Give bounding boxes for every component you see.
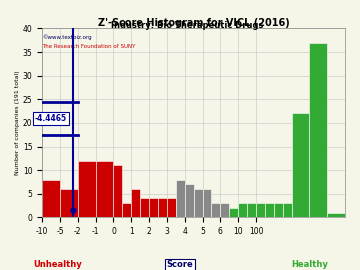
Bar xyxy=(327,213,345,217)
Bar xyxy=(167,198,176,217)
Bar xyxy=(185,184,194,217)
Bar xyxy=(78,161,96,217)
Bar xyxy=(247,203,256,217)
Bar xyxy=(149,198,158,217)
Text: The Research Foundation of SUNY: The Research Foundation of SUNY xyxy=(42,43,136,49)
Bar xyxy=(42,180,60,217)
Bar xyxy=(158,198,167,217)
Bar xyxy=(292,113,309,217)
Text: Score: Score xyxy=(167,260,193,269)
Text: ©www.textbiz.org: ©www.textbiz.org xyxy=(42,34,92,40)
Bar xyxy=(194,189,203,217)
Y-axis label: Number of companies (191 total): Number of companies (191 total) xyxy=(15,71,20,175)
Bar xyxy=(256,203,265,217)
Text: Healthy: Healthy xyxy=(291,260,328,269)
Text: -4.4465: -4.4465 xyxy=(35,114,67,123)
Bar xyxy=(211,203,220,217)
Bar xyxy=(309,43,327,217)
Bar xyxy=(274,203,283,217)
Bar xyxy=(229,208,238,217)
Bar xyxy=(122,203,131,217)
Bar xyxy=(265,203,274,217)
Title: Z'-Score Histogram for VICL (2016): Z'-Score Histogram for VICL (2016) xyxy=(98,18,289,28)
Text: Unhealthy: Unhealthy xyxy=(33,260,82,269)
Bar xyxy=(176,180,185,217)
Bar xyxy=(203,189,211,217)
Bar xyxy=(140,198,149,217)
Bar xyxy=(283,203,292,217)
Bar xyxy=(96,161,113,217)
Bar xyxy=(238,203,247,217)
Bar xyxy=(60,189,78,217)
Bar xyxy=(220,203,229,217)
Bar xyxy=(131,189,140,217)
Text: Industry: Bio Therapeutic Drugs: Industry: Bio Therapeutic Drugs xyxy=(111,21,264,30)
Bar xyxy=(113,166,122,217)
